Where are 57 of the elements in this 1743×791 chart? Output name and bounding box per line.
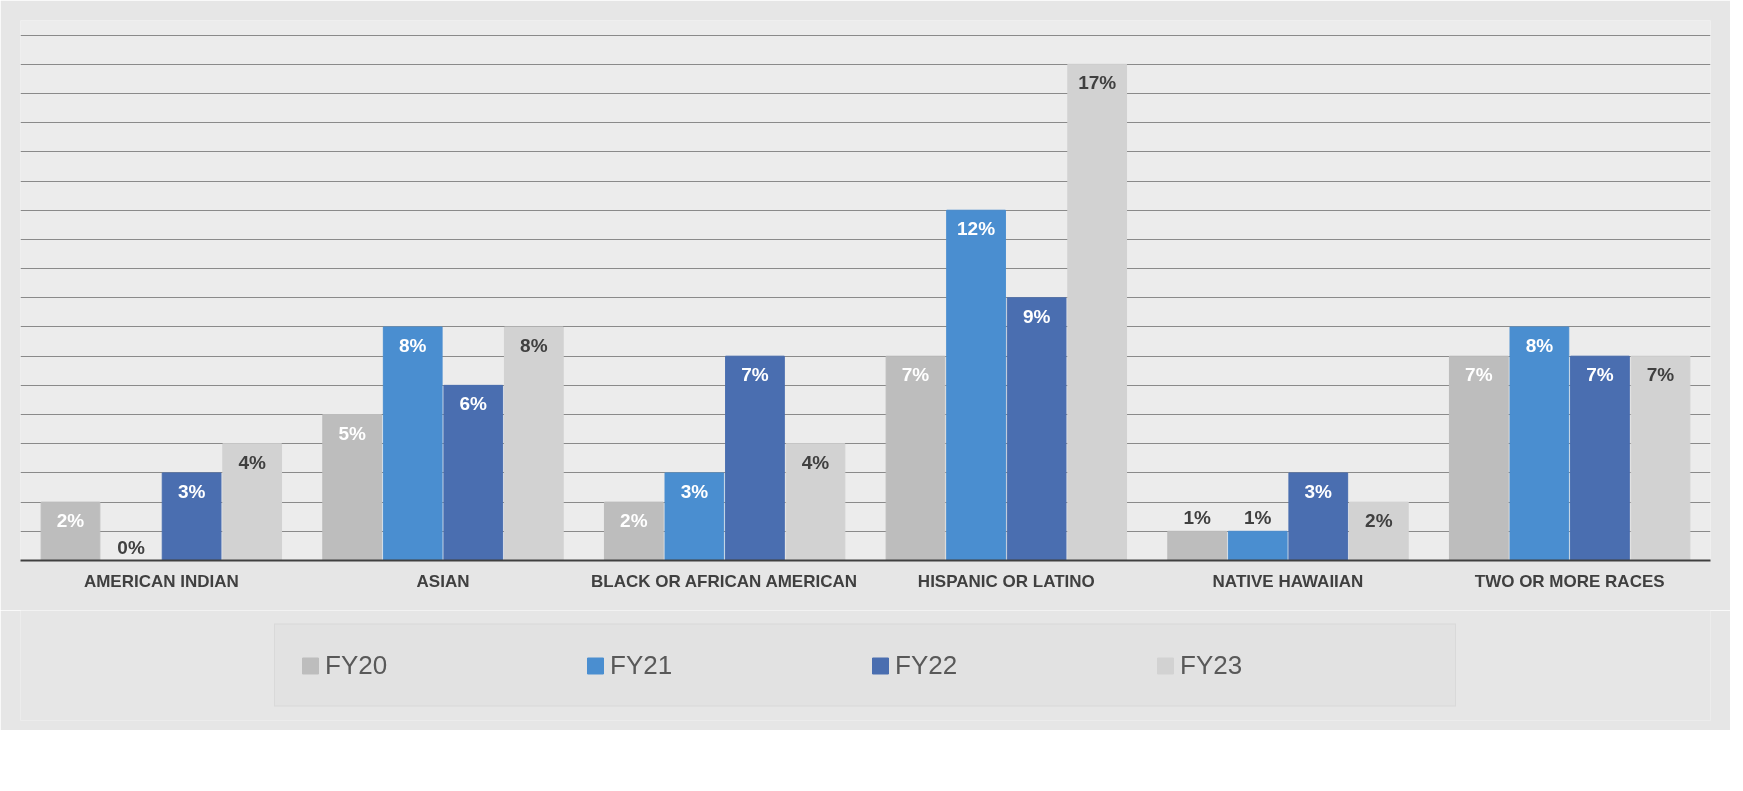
data-label: 1%: [1183, 507, 1211, 529]
bar: [1067, 63, 1128, 561]
data-label: 9%: [1022, 305, 1051, 327]
bar: [1448, 355, 1509, 561]
data-label: 17%: [1078, 72, 1117, 94]
data-label: 1%: [1243, 507, 1272, 529]
data-label: 2%: [56, 510, 85, 532]
bar: [885, 355, 946, 561]
bar: [222, 443, 283, 561]
data-label: 7%: [901, 364, 930, 386]
x-tick-label: NATIVE HAWAIIAN: [1212, 571, 1364, 591]
x-tick-label: AMERICAN INDIAN: [83, 571, 239, 591]
data-label: 4%: [238, 451, 267, 473]
bar: [664, 472, 725, 561]
legend-label: FY22: [895, 649, 959, 681]
data-label: 7%: [741, 364, 769, 386]
x-tick-label: BLACK OR AFRICAN AMERICAN: [591, 571, 858, 591]
x-tick-label: HISPANIC OR LATINO: [917, 571, 1095, 591]
x-tick-label: ASIAN: [416, 571, 470, 591]
bar: [1006, 297, 1067, 561]
legend-label: FY21: [610, 649, 674, 681]
bar: [1167, 530, 1228, 561]
bar: [603, 501, 664, 561]
bar: [725, 355, 785, 561]
data-label: 8%: [1525, 334, 1554, 356]
bar: [1288, 472, 1349, 561]
bar: [161, 472, 222, 561]
legend-label: FY20: [325, 649, 389, 681]
bar: [1348, 501, 1409, 561]
data-label: 3%: [177, 480, 206, 502]
data-label: 4%: [801, 451, 830, 473]
data-label: 7%: [1646, 364, 1675, 386]
data-label: 2%: [1365, 510, 1393, 532]
data-label: 5%: [338, 422, 366, 444]
data-label: 12%: [957, 218, 996, 240]
data-label: 7%: [1586, 364, 1614, 386]
bar: [503, 326, 564, 561]
x-tick-label: TWO OR MORE RACES: [1474, 571, 1665, 591]
bar: [785, 443, 846, 561]
bar: [1570, 355, 1630, 561]
data-label: 0%: [117, 536, 145, 558]
bar: [946, 209, 1006, 561]
bar: [322, 414, 383, 561]
bar: [1630, 355, 1691, 561]
data-label: 8%: [520, 334, 548, 356]
legend-label: FY23: [1180, 649, 1244, 681]
data-label: 6%: [459, 393, 488, 415]
bar: [1509, 326, 1570, 561]
data-label: 8%: [398, 334, 427, 356]
data-label: 3%: [1304, 480, 1333, 502]
data-label: 3%: [680, 480, 709, 502]
data-label: 7%: [1465, 364, 1493, 386]
bar: [382, 326, 443, 561]
bar: [443, 384, 504, 561]
data-label: 2%: [620, 510, 648, 532]
bar: [40, 501, 101, 561]
bar: [1227, 530, 1288, 561]
